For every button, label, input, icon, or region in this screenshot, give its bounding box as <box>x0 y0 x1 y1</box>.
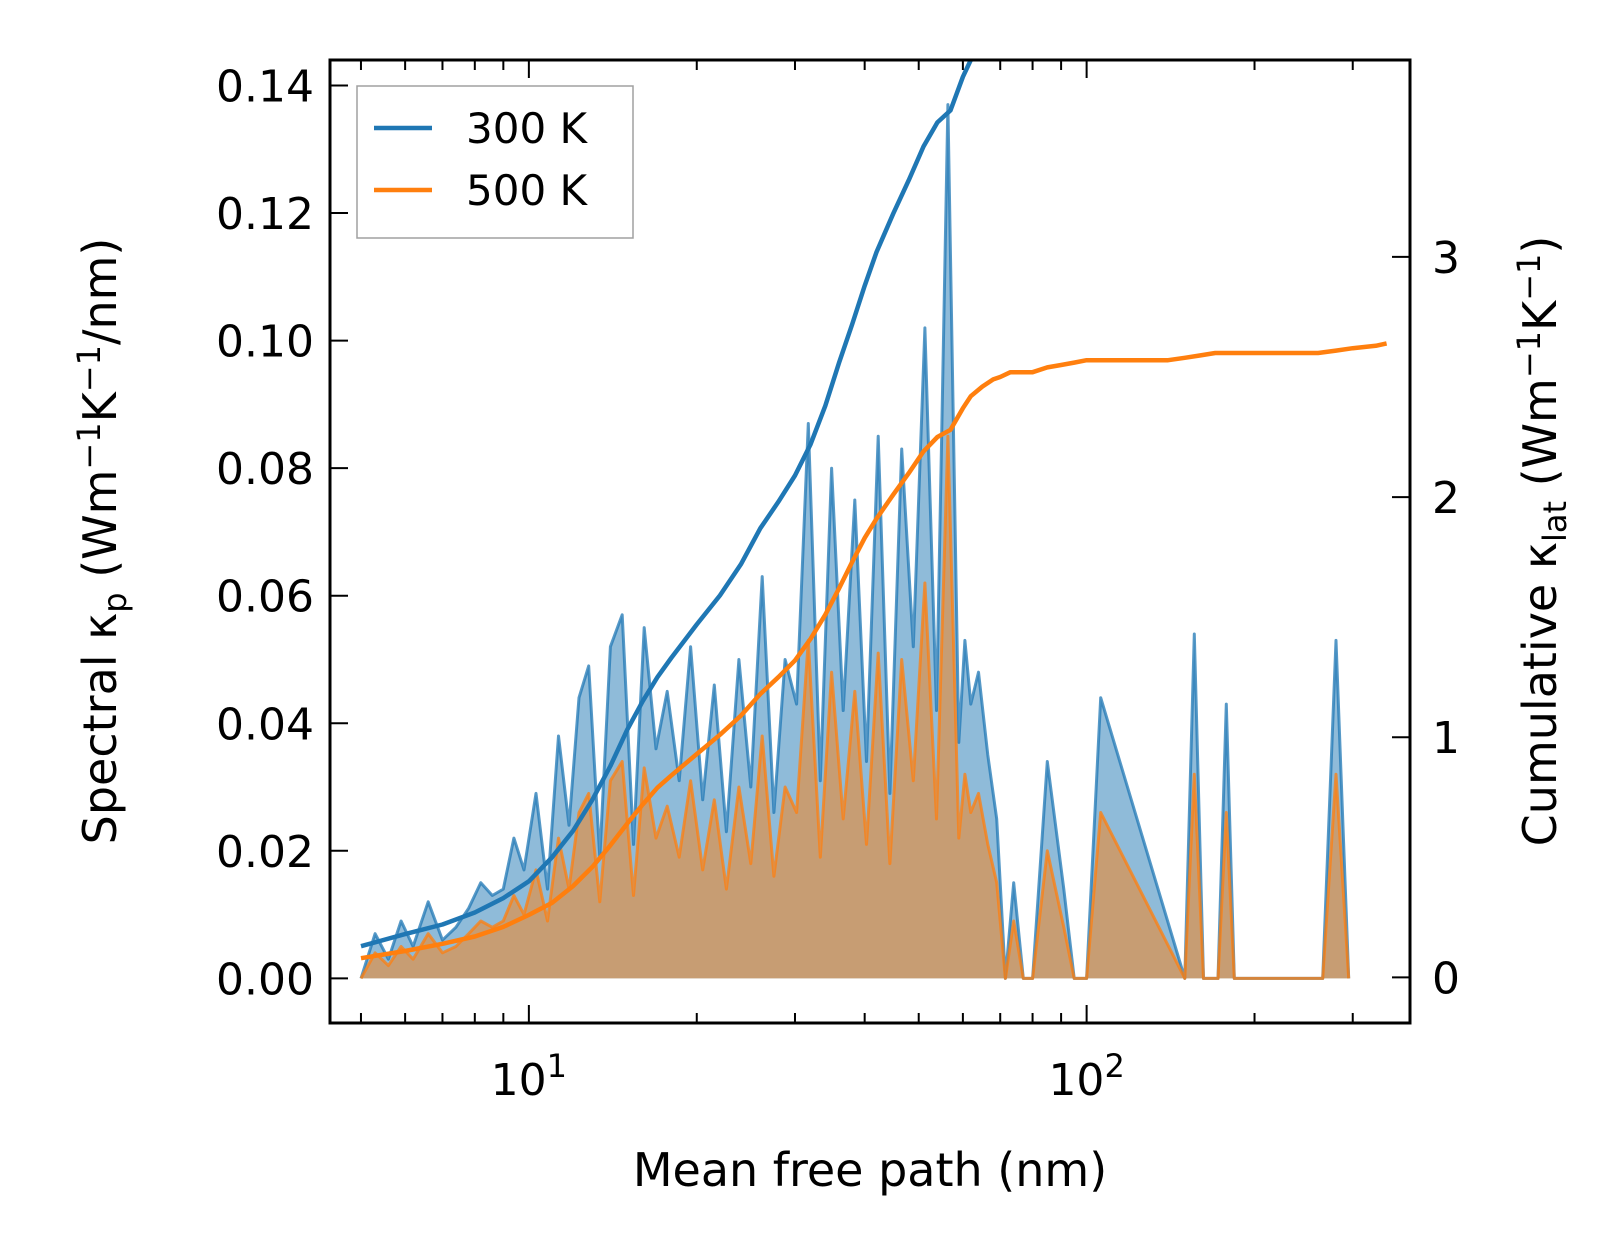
left-y-axis-label: Spectral κp (Wm−1K−1/nm) <box>70 238 134 845</box>
left-y-tick-label: 0.12 <box>216 189 314 240</box>
x-tick-label-base: 10 <box>1048 1055 1104 1106</box>
left-y-tick-label: 0.08 <box>216 444 314 495</box>
right-y-tick-label: 3 <box>1432 233 1460 284</box>
plot-frame <box>328 58 1412 1025</box>
left-y-tick-label: 0.10 <box>216 317 314 368</box>
right-y-tick-label: 1 <box>1432 713 1460 764</box>
legend-label-300k: 300 K <box>466 104 589 153</box>
left-y-axis: 0.00 0.02 0.04 0.06 0.08 0.10 0.12 0.14 <box>216 62 348 1005</box>
x-axis: 101 102 <box>359 60 1354 1106</box>
spectral-line-300k <box>359 103 1351 980</box>
right-y-tick-label: 2 <box>1432 473 1460 524</box>
series-layer <box>359 60 1388 980</box>
legend-box <box>356 85 634 239</box>
x-tick-label-base: 10 <box>491 1055 547 1106</box>
left-y-tick-label: 0.02 <box>216 827 314 878</box>
left-y-tick-label: 0.04 <box>216 699 314 750</box>
left-y-tick-label: 0.14 <box>216 62 314 113</box>
spectral-area-300k <box>361 104 1349 979</box>
left-y-tick-label: 0.00 <box>216 954 314 1005</box>
x-tick-label: 101 <box>491 1047 567 1106</box>
left-y-tick-label: 0.06 <box>216 572 314 623</box>
right-y-tick-label: 0 <box>1432 953 1460 1004</box>
right-y-axis: 0 1 2 3 <box>1392 233 1460 1004</box>
x-tick-label-exponent: 1 <box>547 1047 567 1085</box>
cumulative-line-300k <box>360 60 974 949</box>
series-group <box>359 60 1388 980</box>
x-tick-label: 102 <box>1048 1047 1124 1106</box>
x-axis-label: Mean free path (nm) <box>633 1143 1107 1197</box>
cumulative-line-500k <box>360 341 1388 961</box>
x-tick-label-exponent: 2 <box>1104 1047 1124 1085</box>
legend: 300 K 500 K <box>356 85 634 239</box>
legend-label-500k: 500 K <box>466 166 589 215</box>
spectral-line-500k <box>359 434 1351 980</box>
right-y-axis-label: Cumulative κlat (Wm−1K−1) <box>1510 236 1574 847</box>
